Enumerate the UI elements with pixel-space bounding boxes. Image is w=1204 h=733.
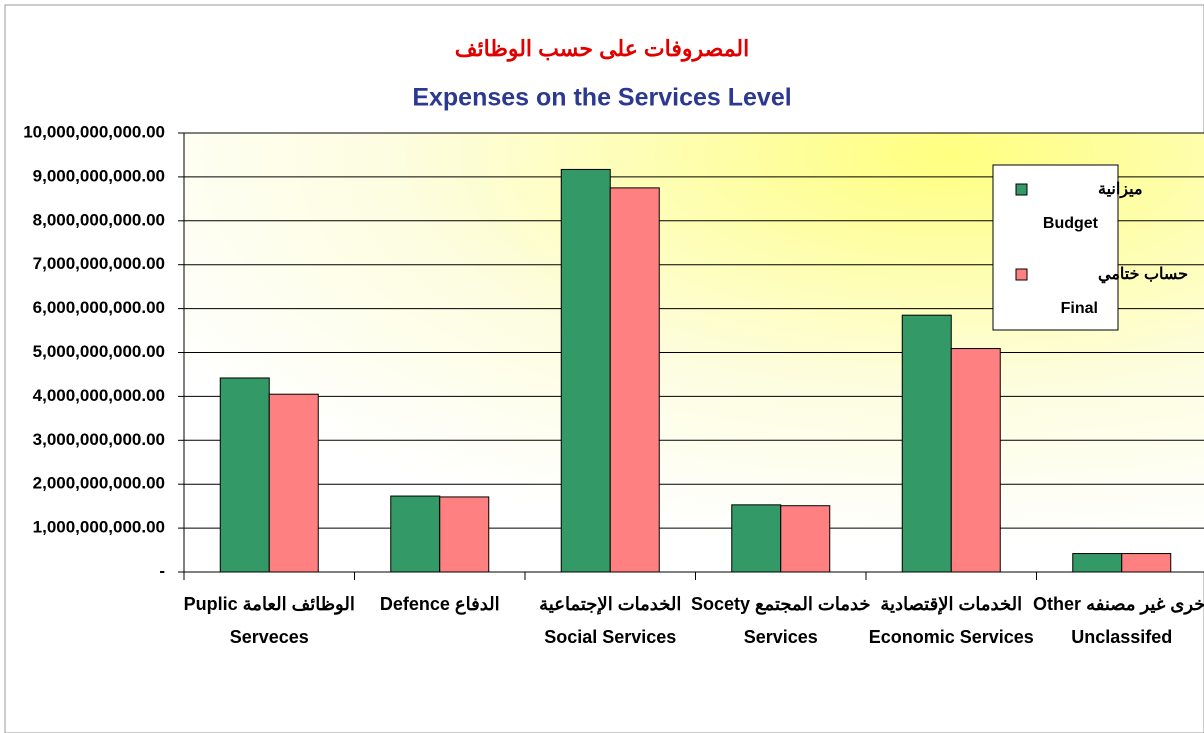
x-tick-label: Services [744,627,818,647]
x-tick-label: Social Services [544,627,676,647]
legend-swatch [1015,268,1028,281]
bar [609,187,660,573]
x-tick-label: Other أخرى غير مصنفه [1033,592,1204,615]
y-tick-label: 3,000,000,000.00 [33,430,165,449]
y-tick-label: - [159,561,165,580]
bar [780,505,831,573]
x-tick-label: Defence الدفاع [380,594,500,615]
legend-label: ميزانية [1098,181,1143,199]
x-tick-label: Economic Services [869,627,1034,647]
chart-subtitle: Expenses on the Services Level [412,84,791,112]
bar [219,377,270,573]
legend-label: حساب ختامي [1098,266,1188,284]
legend-label: Budget [1043,215,1099,232]
legend-label: Final [1061,300,1098,317]
legend-box [992,164,1119,331]
x-tick-label: الخدمات الإقتصادية [880,594,1022,615]
y-tick-label: 1,000,000,000.00 [33,518,165,537]
y-tick-label: 4,000,000,000.00 [33,386,165,405]
chart-title: المصروفات على حسب الوظائف [455,36,750,62]
y-tick-label: 2,000,000,000.00 [33,474,165,493]
bar [560,168,611,573]
x-tick-label: Unclassifed [1071,627,1172,647]
legend-swatch [1015,183,1028,196]
y-tick-label: 8,000,000,000.00 [33,210,165,229]
bar [901,314,952,573]
x-tick-label: Serveces [230,627,309,647]
bar [268,393,319,573]
y-tick-label: 10,000,000,000.00 [23,122,165,141]
bar [439,496,490,573]
x-tick-label: الخدمات الإجتماعية [539,594,681,615]
y-tick-label: 7,000,000,000.00 [33,254,165,273]
bar [390,495,441,573]
bar [950,348,1001,573]
y-tick-label: 9,000,000,000.00 [33,166,165,185]
x-tick-label: Puplic الوظائف العامة [184,594,355,615]
bar [1072,553,1123,573]
y-tick-label: 6,000,000,000.00 [33,298,165,317]
y-tick-label: 5,000,000,000.00 [33,342,165,361]
bar [1121,553,1172,573]
bar [731,504,782,573]
x-tick-label: Socety خدمات المجتمع [691,594,871,615]
